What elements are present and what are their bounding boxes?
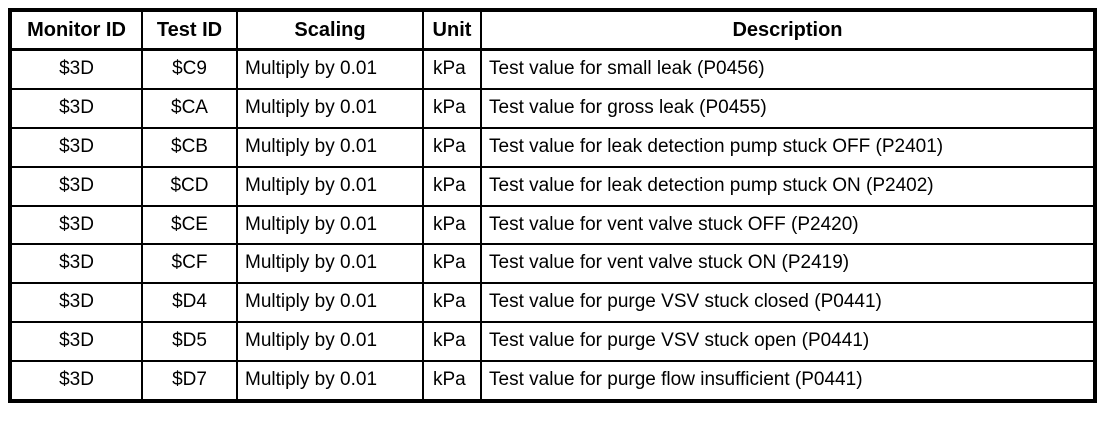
cell-description: Test value for vent valve stuck ON (P241… <box>480 243 1096 285</box>
cell-scaling: Multiply by 0.01 <box>236 204 424 246</box>
cell-monitor-id: $3D <box>9 126 143 168</box>
cell-unit: kPa <box>422 360 482 403</box>
cell-test-id: $D5 <box>141 321 238 363</box>
table-row: $3D $CD Multiply by 0.01 kPa Test value for … <box>9 165 1096 207</box>
cell-test-id: $CA <box>141 87 238 129</box>
cell-description: Test value for leak detection pump stuck… <box>480 126 1096 168</box>
cell-scaling: Multiply by 0.01 <box>236 87 424 129</box>
table-header: Monitor ID Test ID Scaling Unit Descript… <box>9 9 1096 51</box>
table-row: $3D $CA Multiply by 0.01 kPa Test value for … <box>9 87 1096 129</box>
cell-unit: kPa <box>422 204 482 246</box>
cell-test-id: $CD <box>141 165 238 207</box>
table-row: $3D $D5 Multiply by 0.01 kPa Test value for … <box>9 321 1096 363</box>
cell-monitor-id: $3D <box>9 48 143 90</box>
table-row: $3D $CE Multiply by 0.01 kPa Test value for … <box>9 204 1096 246</box>
cell-scaling: Multiply by 0.01 <box>236 282 424 324</box>
cell-monitor-id: $3D <box>9 87 143 129</box>
column-header-description: Description <box>480 9 1096 51</box>
test-reference-table: Monitor ID Test ID Scaling Unit Descript… <box>8 8 1097 404</box>
cell-unit: kPa <box>422 321 482 363</box>
cell-monitor-id: $3D <box>9 243 143 285</box>
column-header-monitor-id: Monitor ID <box>9 9 143 51</box>
cell-test-id: $C9 <box>141 48 238 90</box>
cell-unit: kPa <box>422 126 482 168</box>
cell-description: Test value for small leak (P0456) <box>480 48 1096 90</box>
cell-monitor-id: $3D <box>9 360 143 403</box>
column-header-test-id: Test ID <box>141 9 238 51</box>
table-body: $3D $C9 Multiply by 0.01 kPa Test value for … <box>9 48 1096 403</box>
cell-monitor-id: $3D <box>9 204 143 246</box>
cell-unit: kPa <box>422 243 482 285</box>
cell-unit: kPa <box>422 87 482 129</box>
table-row: $3D $CF Multiply by 0.01 kPa Test value for … <box>9 243 1096 285</box>
cell-monitor-id: $3D <box>9 321 143 363</box>
table-header-row: Monitor ID Test ID Scaling Unit Descript… <box>9 9 1096 51</box>
cell-test-id: $CF <box>141 243 238 285</box>
cell-scaling: Multiply by 0.01 <box>236 360 424 403</box>
cell-description: Test value for purge flow insufficient (… <box>480 360 1096 403</box>
cell-scaling: Multiply by 0.01 <box>236 243 424 285</box>
cell-description: Test value for leak detection pump stuck… <box>480 165 1096 207</box>
cell-description: Test value for gross leak (P0455) <box>480 87 1096 129</box>
cell-test-id: $D4 <box>141 282 238 324</box>
cell-scaling: Multiply by 0.01 <box>236 126 424 168</box>
cell-monitor-id: $3D <box>9 282 143 324</box>
cell-description: Test value for purge VSV stuck open (P04… <box>480 321 1096 363</box>
cell-scaling: Multiply by 0.01 <box>236 48 424 90</box>
cell-unit: kPa <box>422 165 482 207</box>
cell-test-id: $D7 <box>141 360 238 403</box>
cell-test-id: $CE <box>141 204 238 246</box>
table-row: $3D $D4 Multiply by 0.01 kPa Test value for … <box>9 282 1096 324</box>
cell-unit: kPa <box>422 282 482 324</box>
cell-test-id: $CB <box>141 126 238 168</box>
cell-unit: kPa <box>422 48 482 90</box>
cell-scaling: Multiply by 0.01 <box>236 165 424 207</box>
column-header-scaling: Scaling <box>236 9 424 51</box>
column-header-unit: Unit <box>422 9 482 51</box>
cell-description: Test value for purge VSV stuck closed (P… <box>480 282 1096 324</box>
cell-monitor-id: $3D <box>9 165 143 207</box>
cell-scaling: Multiply by 0.01 <box>236 321 424 363</box>
table-row: $3D $D7 Multiply by 0.01 kPa Test value for … <box>9 360 1096 403</box>
table-row: $3D $CB Multiply by 0.01 kPa Test value for … <box>9 126 1096 168</box>
cell-description: Test value for vent valve stuck OFF (P24… <box>480 204 1096 246</box>
table-row: $3D $C9 Multiply by 0.01 kPa Test value for … <box>9 48 1096 90</box>
